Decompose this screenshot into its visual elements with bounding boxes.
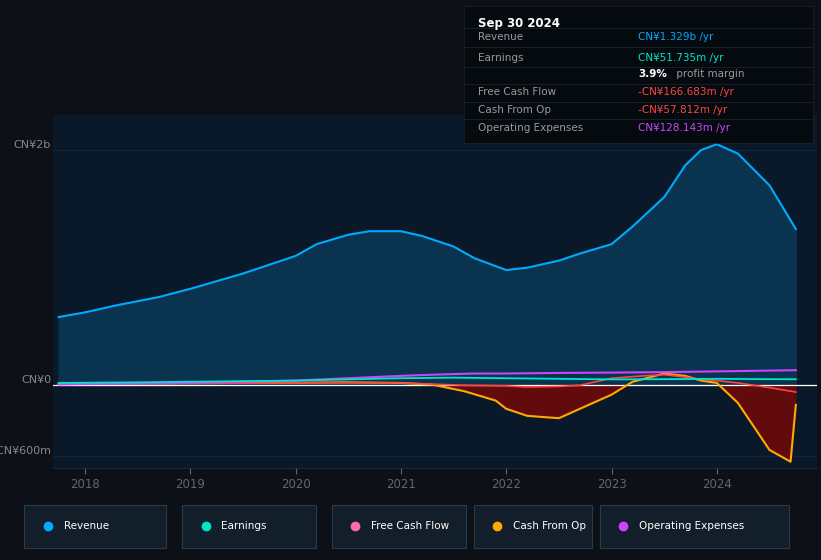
- FancyBboxPatch shape: [182, 505, 316, 548]
- Text: Operating Expenses: Operating Expenses: [478, 123, 583, 133]
- Text: -CN¥166.683m /yr: -CN¥166.683m /yr: [639, 87, 734, 97]
- Text: CN¥2b: CN¥2b: [14, 140, 51, 150]
- Text: CN¥128.143m /yr: CN¥128.143m /yr: [639, 123, 731, 133]
- Text: Free Cash Flow: Free Cash Flow: [478, 87, 556, 97]
- Text: profit margin: profit margin: [673, 69, 745, 79]
- FancyBboxPatch shape: [599, 505, 789, 548]
- Text: -CN¥600m: -CN¥600m: [0, 446, 51, 456]
- Text: Earnings: Earnings: [222, 521, 267, 531]
- FancyBboxPatch shape: [25, 505, 166, 548]
- Text: Cash From Op: Cash From Op: [513, 521, 586, 531]
- Text: Revenue: Revenue: [478, 32, 523, 42]
- Text: CN¥1.329b /yr: CN¥1.329b /yr: [639, 32, 713, 42]
- Text: 3.9%: 3.9%: [639, 69, 667, 79]
- Text: Free Cash Flow: Free Cash Flow: [371, 521, 449, 531]
- Text: Revenue: Revenue: [64, 521, 109, 531]
- Text: Cash From Op: Cash From Op: [478, 105, 551, 115]
- Text: Sep 30 2024: Sep 30 2024: [478, 17, 560, 30]
- Text: Earnings: Earnings: [478, 53, 523, 63]
- Text: -CN¥57.812m /yr: -CN¥57.812m /yr: [639, 105, 727, 115]
- Text: Operating Expenses: Operating Expenses: [639, 521, 745, 531]
- Text: CN¥51.735m /yr: CN¥51.735m /yr: [639, 53, 724, 63]
- Text: CN¥0: CN¥0: [21, 375, 51, 385]
- FancyBboxPatch shape: [332, 505, 466, 548]
- FancyBboxPatch shape: [474, 505, 592, 548]
